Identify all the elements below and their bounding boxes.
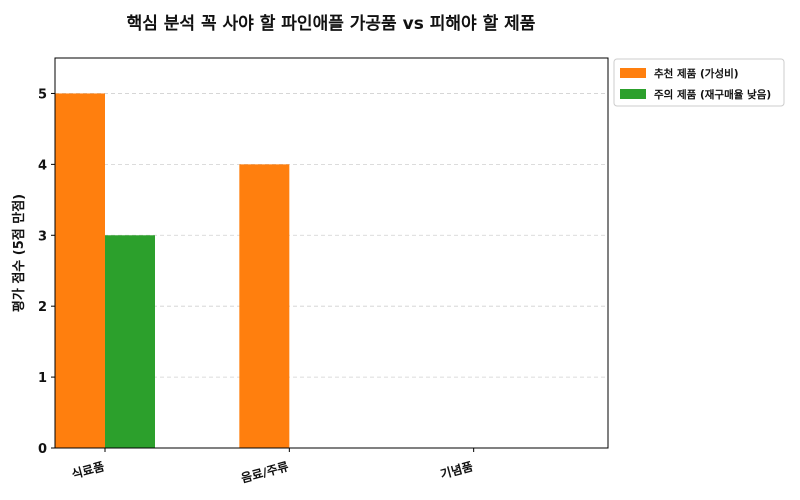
x-axis: 식료품 음료/주류 기념품 — [70, 448, 475, 485]
y-tick-label: 5 — [38, 87, 47, 102]
y-axis-label: 평가 점수 (5점 만점) — [11, 194, 27, 312]
legend-label-0: 추천 제품 (가성비) — [654, 67, 739, 80]
y-tick-label: 0 — [38, 442, 47, 457]
x-tick-label: 식료품 — [70, 458, 106, 481]
bar-recommended-1 — [239, 164, 290, 448]
y-tick-label: 1 — [38, 371, 47, 386]
y-tick-label: 4 — [38, 158, 47, 173]
x-tick-label: 음료/주류 — [239, 458, 290, 485]
legend: 추천 제품 (가성비) 주의 제품 (재구매율 낮음) — [613, 58, 785, 107]
bar-recommended-0 — [55, 93, 105, 449]
y-tick-label: 3 — [38, 229, 47, 244]
legend-label-1: 주의 제품 (재구매율 낮음) — [654, 88, 771, 101]
chart-title: 핵심 분석 꼭 사야 할 파인애플 가공품 vs 피해야 할 제품 — [127, 14, 536, 34]
y-axis: 0 1 2 3 4 5 — [38, 87, 55, 457]
legend-swatch-0 — [620, 68, 646, 78]
y-tick-label: 2 — [38, 300, 47, 315]
bars — [55, 93, 290, 449]
legend-frame — [613, 58, 785, 107]
x-tick-label: 기념품 — [439, 458, 475, 481]
legend-swatch-1 — [620, 89, 646, 99]
bar-caution-0 — [105, 235, 155, 448]
plot-frame — [54, 57, 609, 449]
